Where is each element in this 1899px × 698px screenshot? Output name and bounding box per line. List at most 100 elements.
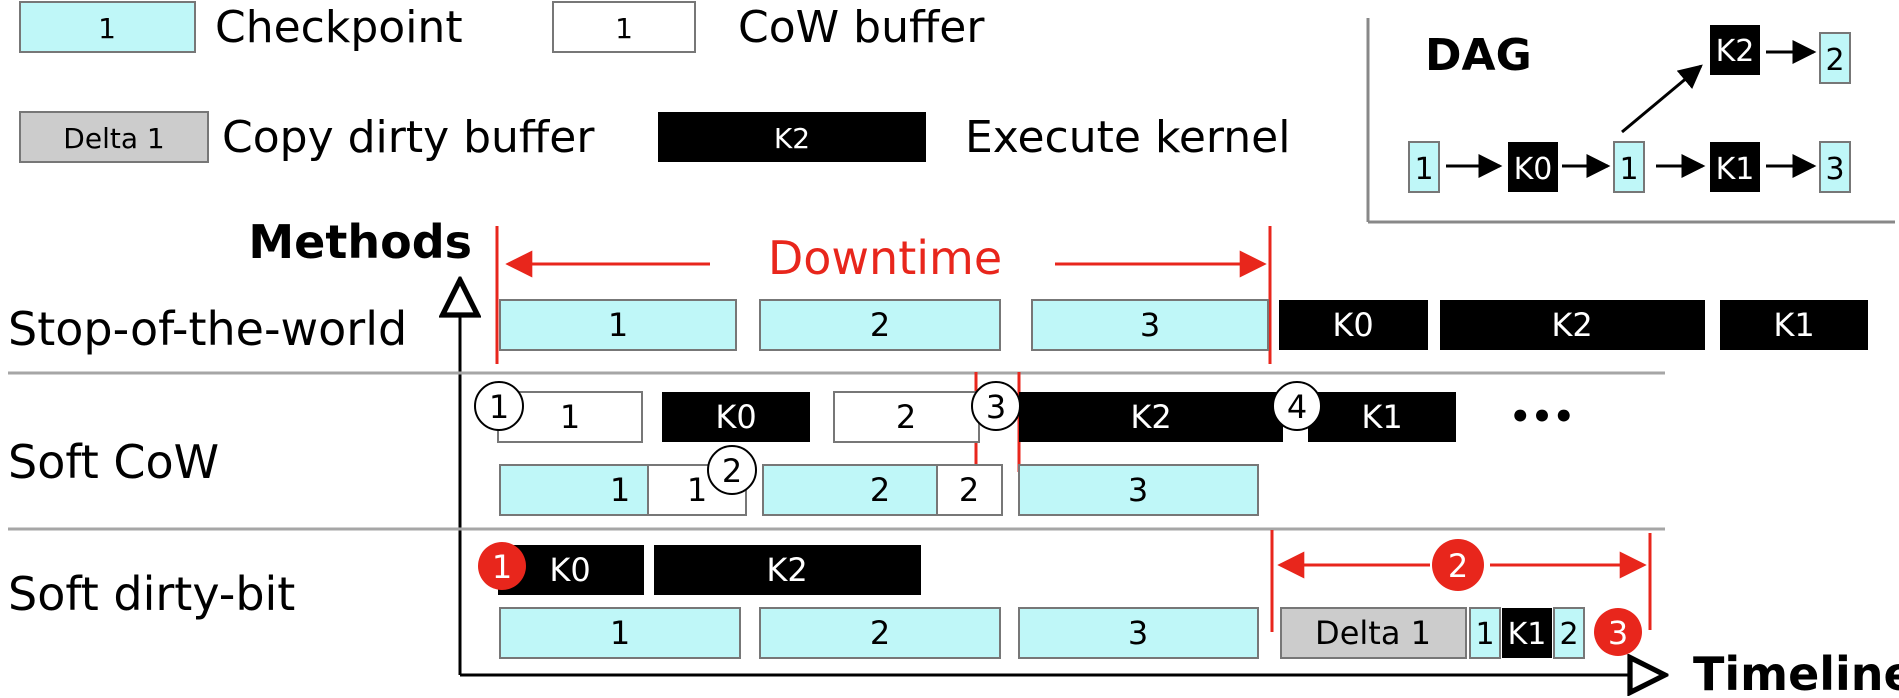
dirty-checkpoint-1 [499,607,741,659]
x-axis-label: Timeline [1693,647,1899,698]
stw-checkpoint-3-label: 3 [1140,306,1160,344]
cow-ellipsis: ••• [1509,397,1574,437]
dag-edge-1b-k2 [1621,64,1703,134]
cow-marker-3 [971,381,1021,431]
dirty-kernel-k2 [654,545,921,595]
cow-checkpoint-1 [499,464,649,516]
stw-kernel-k2 [1440,300,1705,350]
cow-checkpoint-3-label: 3 [1128,471,1148,509]
cow-checkpoint-2-label: 2 [870,471,890,509]
dag-node-k0-label: K0 [1514,152,1553,187]
cow-checkpoint-1-label: 1 [610,471,630,509]
stw-checkpoint-1 [499,299,737,351]
cow-marker-3-label: 3 [986,388,1006,426]
dag-node-2-label: 2 [1825,43,1844,78]
cow-kernel-k1-label: K1 [1361,398,1402,436]
legend-kernel-label: Execute kernel [965,112,1290,163]
dag-node-1 [1408,141,1440,193]
dag-title: DAG [1425,30,1532,81]
dag-inset: DAG 1 K0 1 K1 3 K2 2 [1366,18,1895,224]
stw-kernel-k1 [1720,300,1868,350]
dag-node-1b [1613,141,1645,193]
dag-node-k1 [1710,142,1760,192]
dirty-marker-1 [478,542,526,590]
downtime-annotation: Downtime [495,226,1272,364]
row-stop-of-the-world: Stop-of-the-world 1 2 3 K0 K2 K1 [8,299,1868,356]
legend-delta-swatch [19,111,209,163]
cow-marker-2 [707,445,757,495]
legend-kernel-swatch-label: K2 [774,122,810,155]
dirty-marker-3-label: 3 [1608,614,1628,652]
cow-copy-2 [936,464,1003,516]
dirty-checkpoint-small-1 [1469,607,1501,659]
stw-checkpoint-2-label: 2 [870,306,890,344]
dirty-kernel-k1-label: K1 [1508,617,1547,652]
dag-node-2 [1819,32,1851,84]
y-axis-label: Methods [248,215,472,269]
dag-node-k2-label: K2 [1716,34,1755,69]
dag-node-k2 [1710,25,1760,75]
row-label-cow: Soft CoW [8,435,219,489]
stw-kernel-k2-label: K2 [1551,306,1592,344]
legend: 1 Checkpoint 1 CoW buffer Delta 1 Copy d… [19,1,1290,163]
cow-marker-4 [1272,381,1322,431]
dirty-checkpoint-2-label: 2 [870,614,890,652]
dirty-checkpoint-2 [759,607,1001,659]
legend-checkpoint-swatch-label: 1 [98,12,116,45]
row-label-stw: Stop-of-the-world [8,302,407,356]
dirty-marker-2-label: 2 [1448,547,1468,585]
dirty-checkpoint-3-label: 3 [1128,614,1148,652]
legend-delta-label: Copy dirty buffer [222,112,595,163]
dag-node-k0 [1508,142,1558,192]
dirty-kernel-k1 [1502,608,1552,658]
dirty-checkpoint-3 [1018,607,1259,659]
legend-cow-swatch [552,1,696,53]
cow-kernel-k2 [1019,392,1283,442]
legend-delta-swatch-label: Delta 1 [63,122,164,155]
dag-node-1-label: 1 [1414,152,1433,187]
dag-node-1b-label: 1 [1619,152,1638,187]
dirty-kernel-k2-label: K2 [766,551,807,589]
dirty-marker-1-label: 1 [492,548,512,586]
cow-copy-1-label: 1 [687,471,707,509]
legend-cow-swatch-label: 1 [615,12,633,45]
row-soft-cow: Soft CoW 1 K0 2 K2 K1 ••• 1 1 2 2 3 1 2 [8,372,1575,516]
stw-kernel-k1-label: K1 [1773,306,1814,344]
legend-kernel-swatch [658,112,926,162]
cow-marker-2-label: 2 [722,452,742,490]
dirty-marker-2 [1432,539,1484,591]
dirty-checkpoint-1-label: 1 [610,614,630,652]
dirty-checkpoint-small-2 [1553,607,1585,659]
cow-marker-1 [474,381,524,431]
stw-kernel-k0 [1279,300,1428,350]
stw-checkpoint-3 [1031,299,1269,351]
cow-buffer-2 [833,391,980,443]
cow-marker-4-label: 4 [1287,388,1307,426]
row-soft-dirty-bit: Soft dirty-bit K0 K2 1 2 3 Delta 1 1 K1 … [8,530,1652,659]
stw-kernel-k0-label: K0 [1332,306,1373,344]
row-label-dirty: Soft dirty-bit [8,567,295,621]
dirty-delta-1-label: Delta 1 [1315,614,1431,652]
cow-buffer-1-label: 1 [560,398,580,436]
dirty-kernel-k0-label: K0 [549,551,590,589]
dag-node-k1-label: K1 [1716,152,1755,187]
cow-kernel-k2-label: K2 [1130,398,1171,436]
axes: Methods Timeline [248,215,1899,698]
cow-marker-1-label: 1 [489,388,509,426]
cow-kernel-k0-label: K0 [715,398,756,436]
cow-buffer-2-label: 2 [896,398,916,436]
dag-node-3-label: 3 [1825,152,1844,187]
dirty-delta-1 [1280,607,1467,659]
cow-kernel-k1 [1308,392,1456,442]
cow-kernel-k0 [662,392,810,442]
cow-checkpoint-3 [1018,464,1259,516]
cow-copy-2-label: 2 [959,471,979,509]
legend-checkpoint-swatch [19,1,196,53]
dirty-checkpoint-small-1-label: 1 [1475,617,1494,652]
stw-checkpoint-2 [759,299,1001,351]
dirty-marker-3 [1594,608,1642,656]
cow-checkpoint-2 [762,464,938,516]
stw-checkpoint-1-label: 1 [608,306,628,344]
dag-node-3 [1819,141,1851,193]
